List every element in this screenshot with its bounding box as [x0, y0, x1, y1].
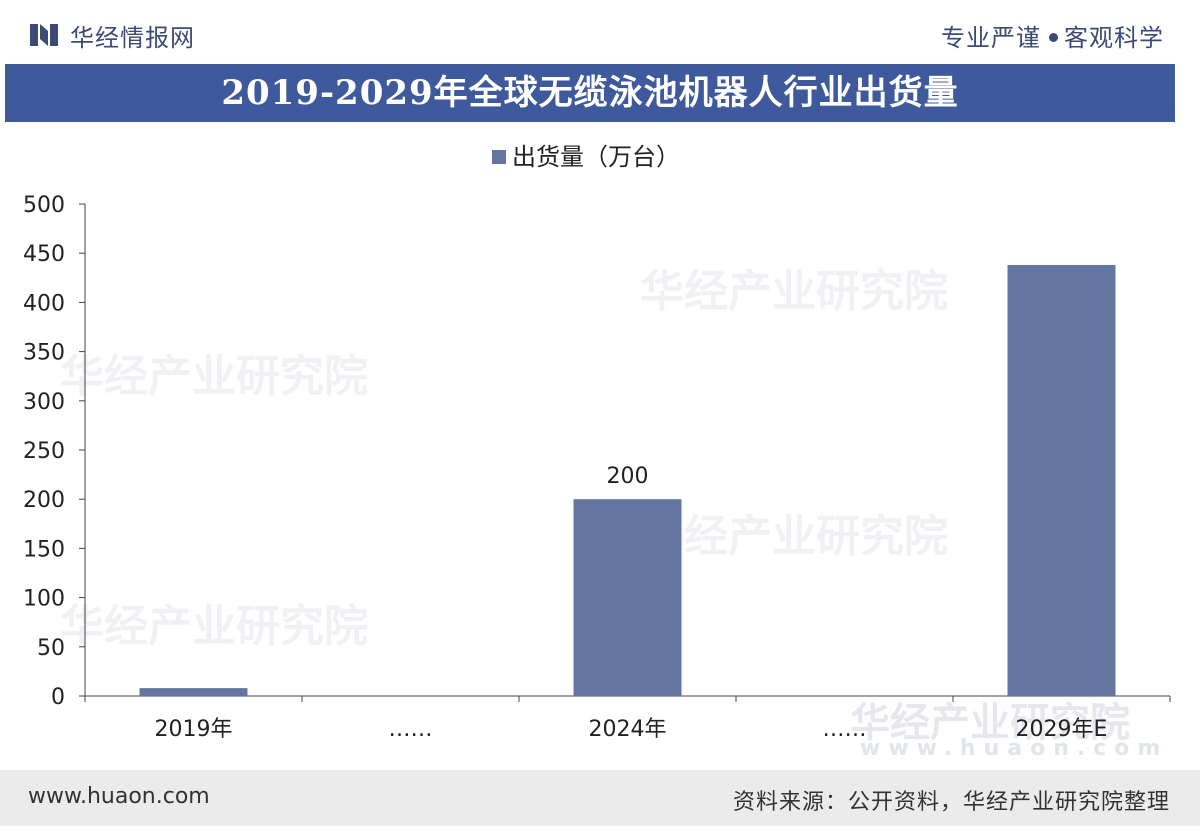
y-tick-label: 0 [51, 685, 65, 710]
bar [139, 688, 248, 696]
y-tick-label: 150 [23, 537, 65, 562]
x-tick-label: 2019年 [155, 717, 233, 742]
slogan-left: 专业严谨 [941, 24, 1041, 52]
bar [573, 499, 682, 696]
footer-url[interactable]: www.huaon.com [28, 784, 210, 809]
y-tick-label: 250 [23, 439, 65, 464]
y-tick-label: 350 [23, 341, 65, 366]
slogan: 专业严谨 客观科学 [941, 18, 1164, 53]
logo-text: 华经情报网 [70, 24, 195, 52]
x-tick-label: 2029年E [1016, 717, 1108, 742]
y-tick-label: 50 [37, 636, 65, 661]
y-tick-label: 100 [23, 587, 65, 612]
y-tick-label: 200 [23, 488, 65, 513]
y-tick-label: 450 [23, 242, 65, 267]
footer: www.huaon.com 资料来源：公开资料，华经产业研究院整理 [0, 770, 1200, 826]
x-tick-label: …… [389, 717, 433, 742]
x-tick-label: …… [823, 717, 867, 742]
bar [1007, 265, 1116, 696]
bullet-dot-icon [1049, 32, 1058, 42]
logo-icon [30, 24, 58, 46]
footer-source: 资料来源：公开资料，华经产业研究院整理 [732, 790, 1170, 815]
legend-swatch [492, 150, 506, 164]
y-tick-label: 300 [23, 390, 65, 415]
y-tick-label: 500 [23, 193, 65, 218]
data-label: 200 [607, 464, 649, 489]
legend-label: 出货量（万台） [512, 143, 680, 171]
top-bar: 华经情报网 专业严谨 客观科学 [0, 0, 1200, 62]
chart-title: 2019-2029年全球无缆泳池机器人行业出货量 [5, 64, 1175, 122]
slogan-right: 客观科学 [1064, 24, 1164, 52]
y-tick-label: 400 [23, 291, 65, 316]
bar-chart: 出货量（万台） 0 50 100 150 200 250 300 350 400 450 500 201… [23, 143, 1171, 742]
x-tick-label: 2024年 [589, 717, 667, 742]
